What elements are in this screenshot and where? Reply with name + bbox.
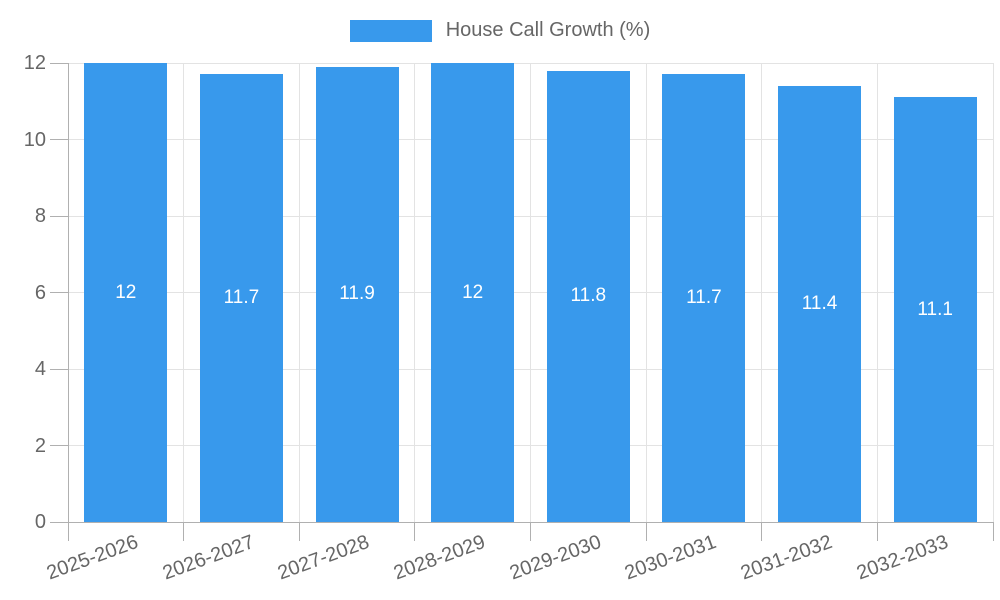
- x-tick: [67, 522, 69, 541]
- x-tick: [414, 522, 416, 541]
- y-tick: [50, 139, 68, 140]
- bar-value-label: 11.7: [686, 287, 722, 309]
- y-tick-label: 12: [23, 52, 46, 74]
- legend-swatch: [349, 19, 432, 42]
- y-tick: [50, 445, 68, 446]
- x-grid-line: [414, 63, 416, 522]
- bar[interactable]: [431, 63, 515, 522]
- x-grid-line: [761, 63, 763, 522]
- x-tick: [876, 522, 878, 541]
- x-tick-label: 2027-2028: [275, 531, 373, 585]
- y-tick-label: 0: [34, 511, 46, 533]
- x-grid-line: [298, 63, 300, 522]
- bar[interactable]: [199, 74, 283, 522]
- y-tick: [50, 521, 68, 523]
- bar-value-label: 11.8: [570, 285, 607, 307]
- y-tick: [50, 292, 68, 293]
- bar-value-label: 11.1: [917, 298, 953, 320]
- bar[interactable]: [315, 66, 399, 522]
- x-tick: [645, 522, 647, 541]
- y-tick-label: 2: [34, 434, 46, 457]
- legend[interactable]: House Call Growth (%): [0, 19, 1000, 42]
- y-tick-label: 10: [23, 128, 46, 151]
- bar-value-label: 12: [462, 281, 484, 303]
- bar-value-label: 11.9: [339, 283, 375, 305]
- x-grid-line: [530, 63, 531, 522]
- x-grid-line: [876, 63, 878, 522]
- x-grid-line: [645, 63, 647, 522]
- bar[interactable]: [546, 70, 630, 522]
- x-grid-line: [67, 63, 69, 522]
- bar[interactable]: [84, 63, 168, 522]
- x-tick: [183, 522, 185, 541]
- bar-value-label: 12: [115, 281, 137, 303]
- x-tick: [992, 522, 994, 541]
- x-grid-line: [992, 63, 994, 522]
- bar-value-label: 11.4: [801, 292, 838, 314]
- legend-label: House Call Growth (%): [445, 19, 651, 41]
- y-tick: [50, 215, 68, 217]
- x-tick-label: 2028-2029: [390, 531, 489, 585]
- y-tick-label: 6: [34, 281, 46, 304]
- x-tick-label: 2025-2026: [43, 531, 142, 585]
- x-grid-line: [183, 63, 185, 522]
- x-tick: [530, 522, 531, 541]
- y-tick-label: 4: [34, 358, 46, 380]
- bar[interactable]: [778, 85, 862, 522]
- bar[interactable]: [893, 97, 977, 522]
- bar[interactable]: [662, 74, 746, 522]
- bar-value-label: 11.7: [223, 287, 260, 309]
- x-tick: [761, 522, 763, 541]
- x-tick: [298, 522, 300, 541]
- x-tick-label: 2026-2027: [159, 531, 257, 585]
- x-tick-label: 2030-2031: [622, 531, 720, 585]
- x-tick-label: 2031-2032: [737, 531, 836, 585]
- y-tick: [50, 62, 68, 64]
- y-tick: [50, 368, 68, 370]
- y-tick-label: 8: [34, 205, 46, 227]
- x-tick-label: 2029-2030: [506, 531, 604, 585]
- x-tick-label: 2032-2033: [853, 531, 951, 585]
